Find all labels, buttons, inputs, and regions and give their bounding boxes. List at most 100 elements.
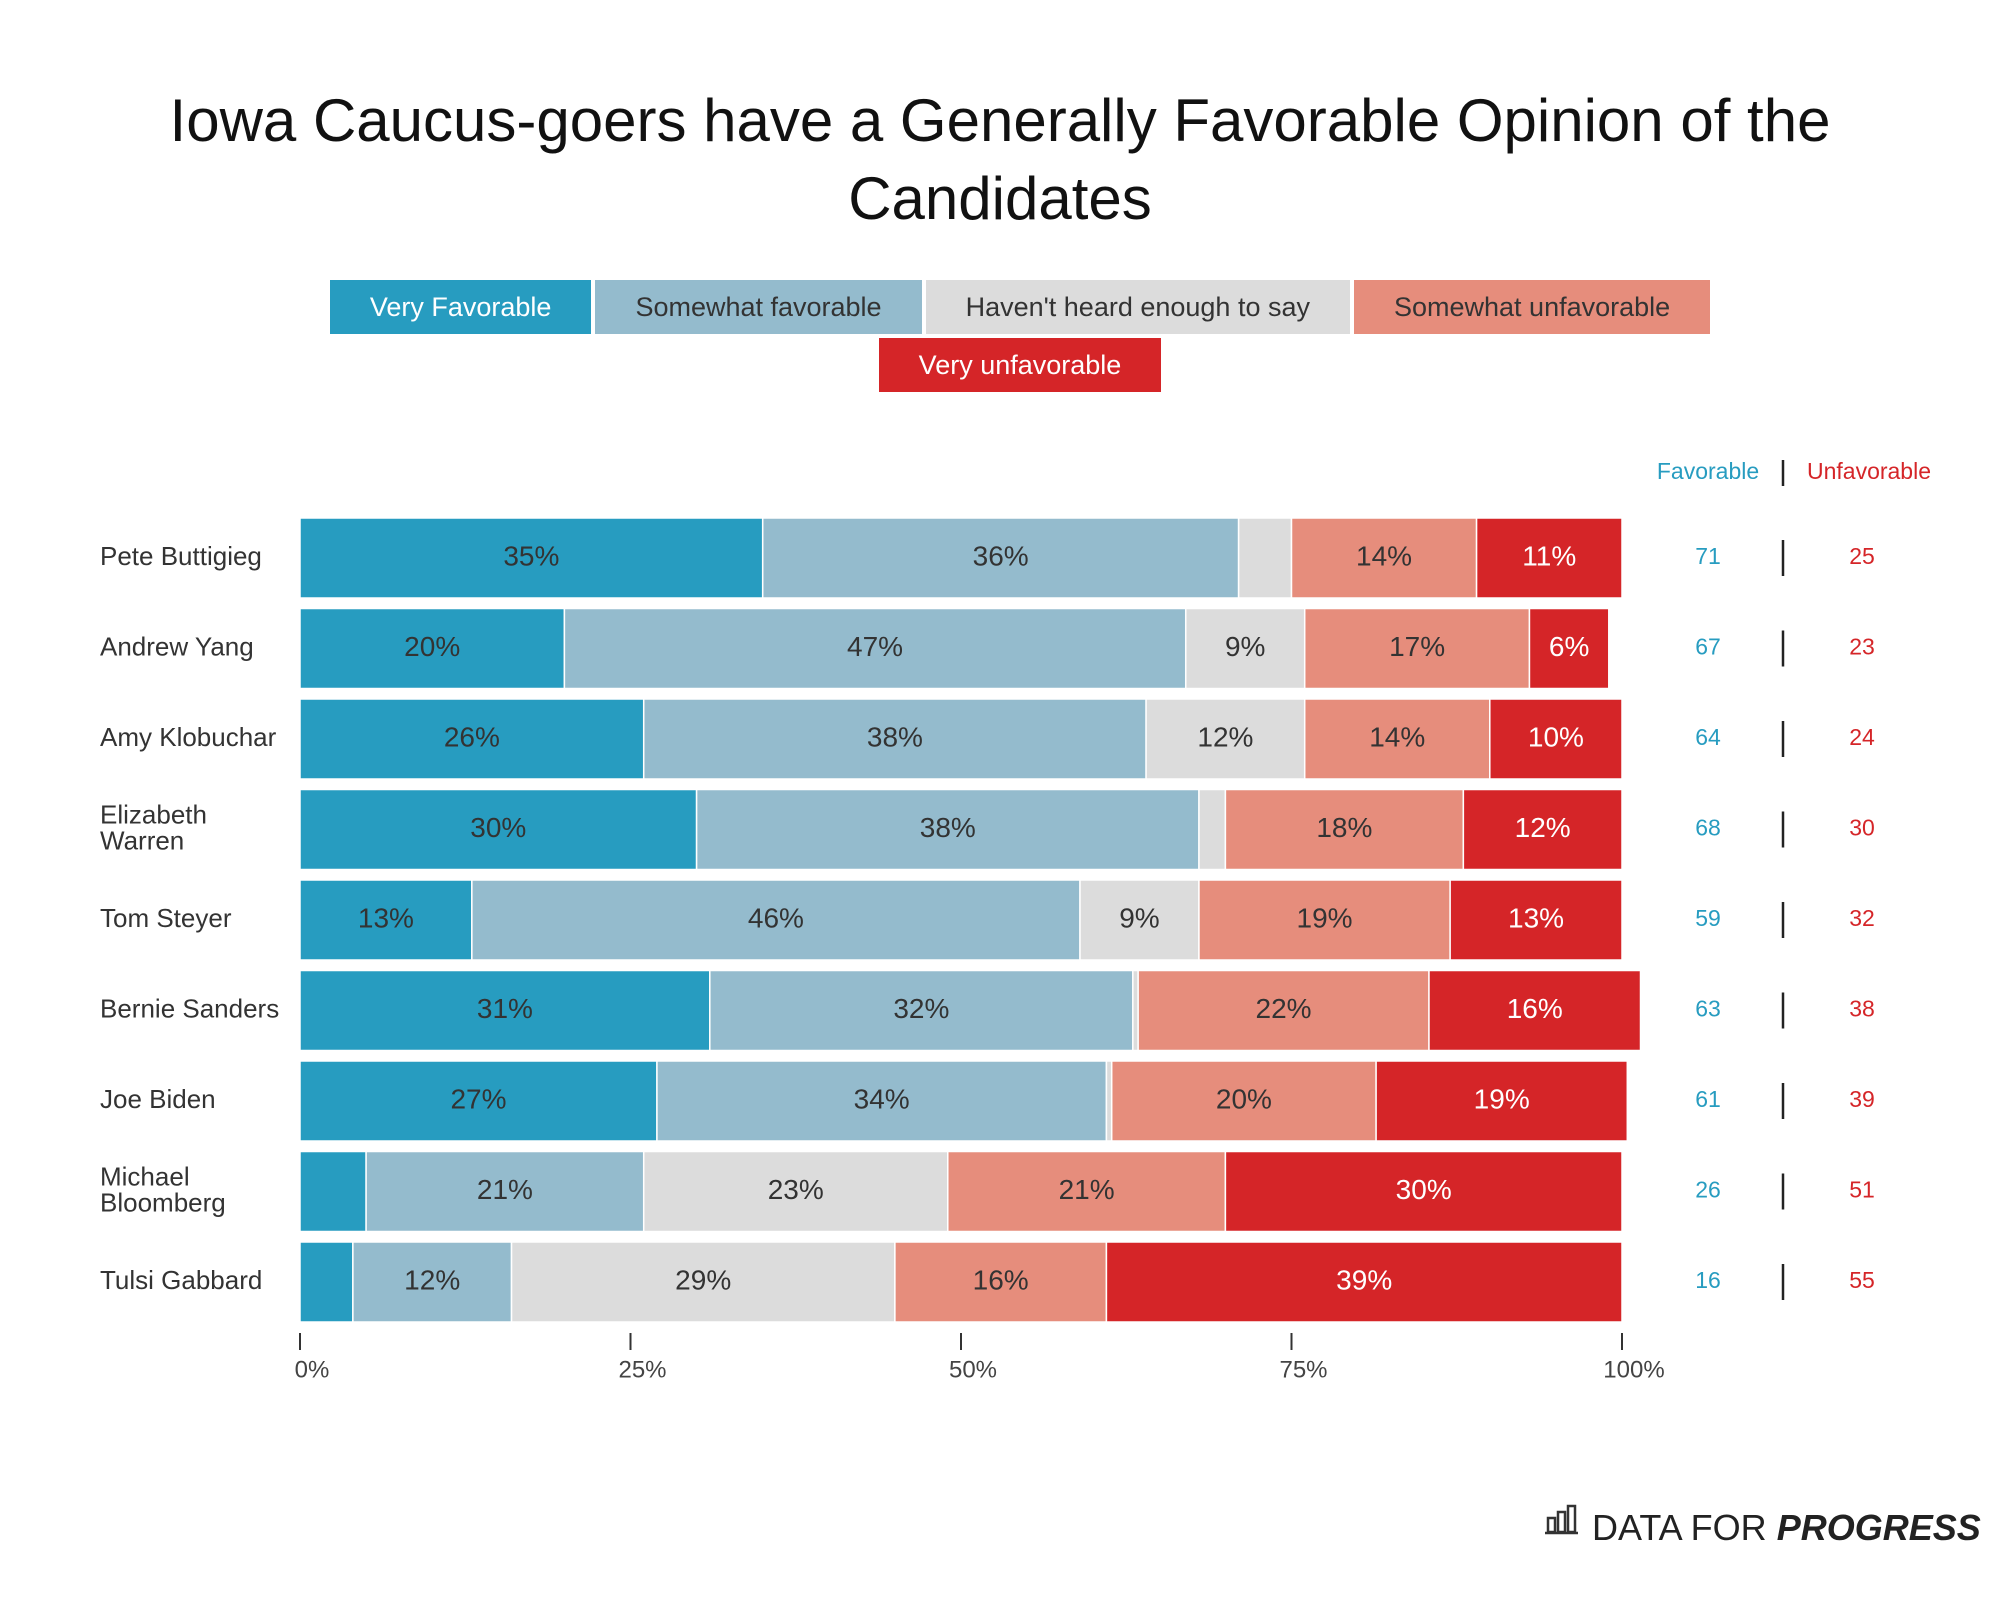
category-label-line: Elizabeth — [100, 799, 214, 829]
bar-segment — [1237, 517, 1293, 599]
category-label: Bernie Sanders — [100, 993, 279, 1023]
data-label: 29% — [675, 1264, 731, 1295]
favorable-value: 68 — [1695, 815, 1721, 841]
unfavorable-value: 23 — [1849, 634, 1875, 660]
bar-segment — [1110, 1060, 1377, 1142]
data-label: 46% — [748, 902, 804, 933]
favorable-value: 16 — [1695, 1267, 1721, 1293]
bar-segment — [894, 1241, 1108, 1323]
data-label: 39% — [1336, 1264, 1392, 1295]
data-label: 19% — [1297, 902, 1353, 933]
unfavorable-value: 32 — [1849, 905, 1875, 931]
data-label: 38% — [867, 721, 923, 752]
data-label: 12% — [1197, 721, 1253, 752]
chart-title: Iowa Caucus-goers have a Generally Favor… — [169, 87, 1831, 232]
category-label: Michael Bloomberg — [100, 1161, 226, 1217]
category-label: Joe Biden — [100, 1084, 216, 1114]
data-label: 18% — [1316, 812, 1372, 843]
legend-item: Haven't heard enough to say — [925, 280, 1350, 334]
bar-segment — [352, 1241, 513, 1323]
bar-segment — [1184, 607, 1306, 690]
data-label: 38% — [920, 812, 976, 843]
logo-text: DATA FOR — [1592, 1507, 1767, 1548]
data-label: 26% — [444, 721, 500, 752]
bar-segment — [299, 517, 764, 599]
favorable-value: 59 — [1695, 905, 1721, 931]
bar-segment — [656, 1060, 1108, 1142]
data-label: 34% — [854, 1083, 910, 1114]
bar-segment — [947, 1150, 1227, 1233]
data-label: 14% — [1369, 721, 1425, 752]
bar-segment — [1145, 698, 1306, 780]
data-label: 17% — [1389, 631, 1445, 662]
unfavorable-value: 30 — [1849, 815, 1875, 841]
category-label: Tom Steyer — [100, 903, 232, 933]
bar-segment — [299, 969, 711, 1052]
bar-segment — [695, 788, 1200, 871]
bar-segment — [1105, 1060, 1113, 1142]
legend-item: Somewhat favorable — [595, 280, 922, 334]
category-label: Elizabeth Warren — [100, 799, 214, 855]
bar-segment — [299, 1150, 367, 1233]
legend: Very Favorable Somewhat favorable Haven't … — [230, 280, 1810, 392]
data-label: 27% — [450, 1083, 506, 1114]
logo-icon — [1545, 1504, 1578, 1535]
bar-segment — [1224, 788, 1465, 871]
category-label-line: Michael — [100, 1161, 197, 1191]
logo-emphasis: PROGRESS — [1777, 1507, 1981, 1548]
bar-segment — [1449, 879, 1623, 961]
favorable-value: 71 — [1695, 543, 1721, 569]
legend-item: Very Favorable — [329, 280, 592, 334]
unfavorable-value: 25 — [1849, 543, 1875, 569]
bar-segment — [299, 1241, 354, 1323]
data-label: 21% — [1059, 1174, 1115, 1205]
data-label: 20% — [1216, 1083, 1272, 1114]
favorable-value: 64 — [1695, 724, 1721, 750]
bar-segment — [471, 879, 1081, 961]
data-label: 32% — [893, 993, 949, 1024]
data-label: 11% — [1522, 540, 1576, 571]
bar-segment — [1137, 969, 1430, 1052]
category-label: Amy Klobuchar — [100, 722, 277, 752]
data-label: 14% — [1356, 540, 1412, 571]
bar-segment — [1375, 1060, 1629, 1142]
data-label: 9% — [1119, 902, 1159, 933]
bar-segment — [299, 1060, 658, 1142]
bar-segment — [563, 607, 1187, 690]
category-label-line: Warren — [100, 825, 184, 855]
data-label: 12% — [404, 1264, 460, 1295]
bar-segment — [1198, 788, 1227, 871]
legend-item: Somewhat unfavorable — [1353, 280, 1711, 334]
bar-segment — [1528, 607, 1610, 690]
category-label: Tulsi Gabbard — [100, 1265, 262, 1295]
favorable-value: 26 — [1695, 1177, 1721, 1203]
data-label: 30% — [470, 812, 526, 843]
bar-segment — [1303, 607, 1531, 690]
favorable-value: 61 — [1695, 1086, 1721, 1112]
data-label: 36% — [973, 540, 1029, 571]
bar-segment — [1290, 517, 1478, 599]
data-label: 31% — [477, 993, 533, 1024]
data-label: 19% — [1474, 1083, 1530, 1114]
bar-segment — [1489, 698, 1623, 780]
bar-segment — [1428, 969, 1642, 1052]
bar-segment — [1198, 879, 1451, 961]
data-label: 9% — [1225, 631, 1265, 662]
x-tick-label: 100% — [1603, 1356, 1664, 1383]
data-label: 22% — [1256, 993, 1312, 1024]
data-label: 47% — [847, 631, 903, 662]
data-label: 16% — [973, 1264, 1029, 1295]
bar-segment — [642, 1150, 949, 1233]
data-label: 23% — [768, 1174, 824, 1205]
bar-segment — [299, 788, 698, 871]
legend-item: Very unfavorable — [878, 338, 1162, 392]
bar-segment — [510, 1241, 896, 1323]
unfavorable-value: 38 — [1849, 996, 1875, 1022]
data-label: 10% — [1528, 721, 1584, 752]
bar-segment — [1105, 1241, 1623, 1323]
unfavorable-value: 51 — [1849, 1177, 1875, 1203]
logo: DATA FOR PROGRESS — [1592, 1507, 1981, 1548]
bar-segment — [1224, 1150, 1623, 1233]
x-tick-label: 50% — [949, 1356, 997, 1383]
